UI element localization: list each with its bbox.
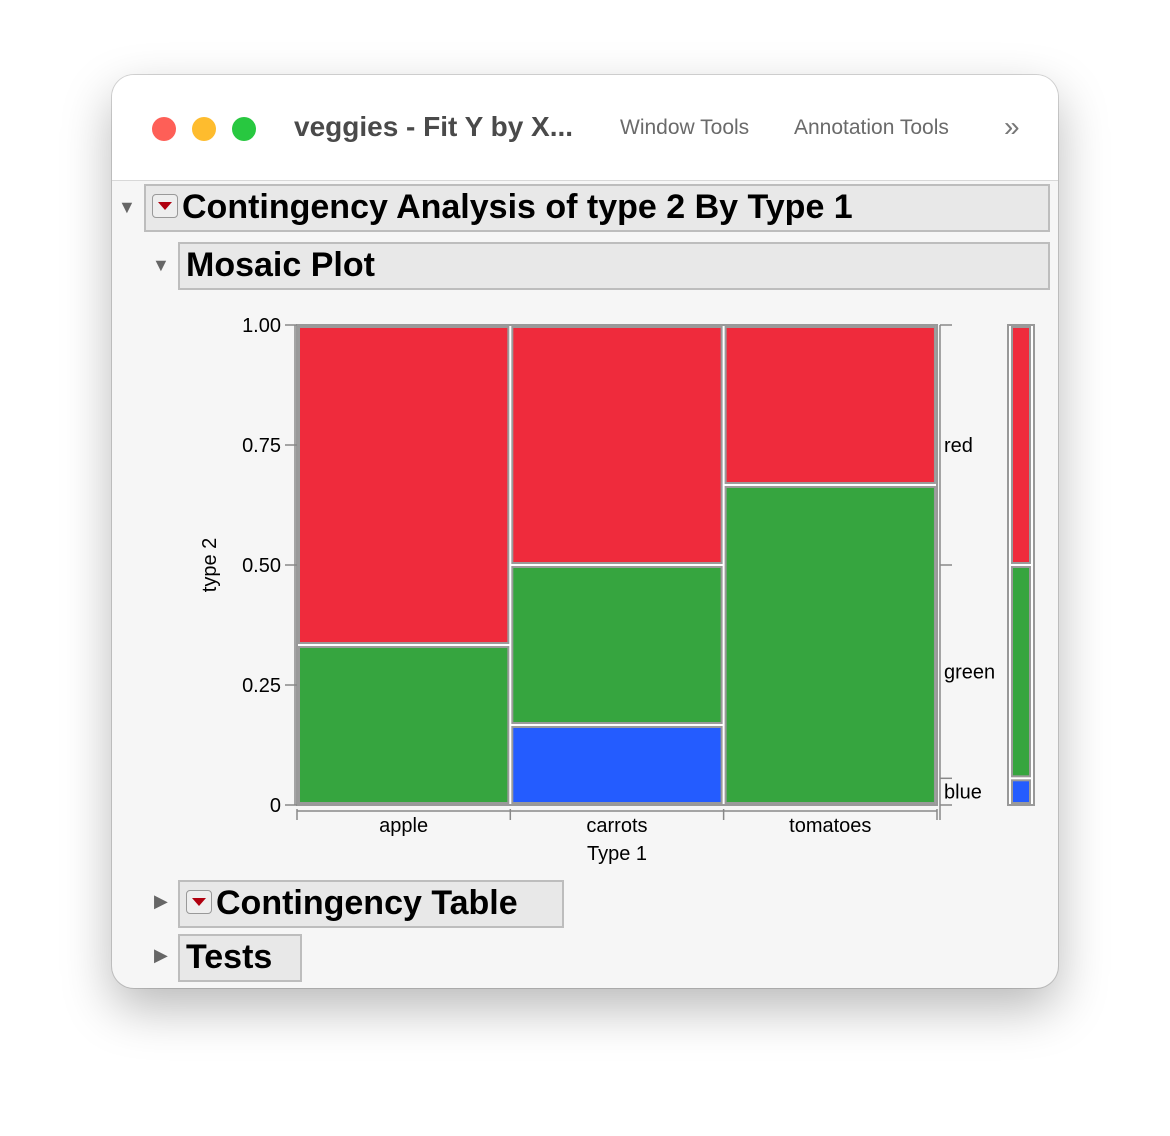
- chevron-double-right-icon[interactable]: »: [1004, 111, 1020, 142]
- contingency-analysis-header: Contingency Analysis of type 2 By Type 1: [144, 184, 1050, 232]
- window-title: veggies - Fit Y by X...: [294, 111, 574, 142]
- section-title: Contingency Analysis of type 2 By Type 1: [182, 188, 853, 226]
- disclosure-triangle-open-icon[interactable]: ▼: [118, 197, 136, 217]
- marginal-cell-blue: [1011, 779, 1031, 805]
- disclosure-triangle-closed-icon[interactable]: ▶: [154, 891, 168, 911]
- x-tick-label: tomatoes: [789, 815, 871, 837]
- mosaic-cell-tomatoes-red: [724, 326, 936, 484]
- tests-header[interactable]: Tests: [178, 934, 302, 982]
- mosaic-cell-apple-green: [298, 646, 510, 804]
- minimize-button[interactable]: [192, 117, 216, 141]
- red-triangle-menu-icon[interactable]: [186, 890, 212, 915]
- y-tick-label: 0: [270, 795, 281, 817]
- disclosure-triangle-open-icon[interactable]: ▼: [152, 255, 170, 275]
- x-tick-label: carrots: [586, 815, 647, 837]
- marginal-cell-green: [1011, 566, 1031, 778]
- marginal-cell-red: [1011, 326, 1031, 564]
- y-tick-label: 0.50: [242, 555, 281, 577]
- annotation-tools-button[interactable]: Annotation Tools: [794, 116, 949, 139]
- title-bar: veggies - Fit Y by X... Window Tools Ann…: [112, 75, 1058, 181]
- close-button[interactable]: [152, 117, 176, 141]
- x-tick-label: apple: [379, 815, 428, 837]
- mosaic-plot: 0 0.25 0.50 0.75 1.00 type 2 apple carrots tomat…: [199, 315, 1035, 865]
- section-title: Contingency Table: [216, 884, 518, 922]
- disclosure-triangle-closed-icon[interactable]: ▶: [154, 945, 168, 965]
- red-triangle-menu-icon[interactable]: [152, 194, 178, 219]
- x-axis-label: Type 1: [587, 843, 647, 865]
- y-tick-label: 0.75: [242, 435, 281, 457]
- report-window: veggies - Fit Y by X... Window Tools Ann…: [112, 75, 1058, 988]
- mosaic-cell-apple-red: [298, 326, 510, 645]
- y-tick-label: 0.25: [242, 675, 281, 697]
- level-label-green: green: [944, 662, 995, 684]
- mosaic-plot-header: Mosaic Plot: [178, 242, 1050, 290]
- level-label-blue: blue: [944, 782, 982, 804]
- level-label-red: red: [944, 435, 973, 457]
- mosaic-cell-carrots-blue: [511, 725, 723, 805]
- y-tick-label: 1.00: [242, 315, 281, 337]
- mosaic-cell-carrots-green: [511, 566, 723, 724]
- contingency-table-header[interactable]: Contingency Table: [178, 880, 564, 928]
- zoom-button[interactable]: [232, 117, 256, 141]
- y-axis-label: type 2: [199, 538, 221, 592]
- window-tools-button[interactable]: Window Tools: [620, 116, 750, 139]
- mosaic-cell-tomatoes-green: [724, 485, 936, 804]
- mosaic-cell-carrots-red: [511, 326, 723, 564]
